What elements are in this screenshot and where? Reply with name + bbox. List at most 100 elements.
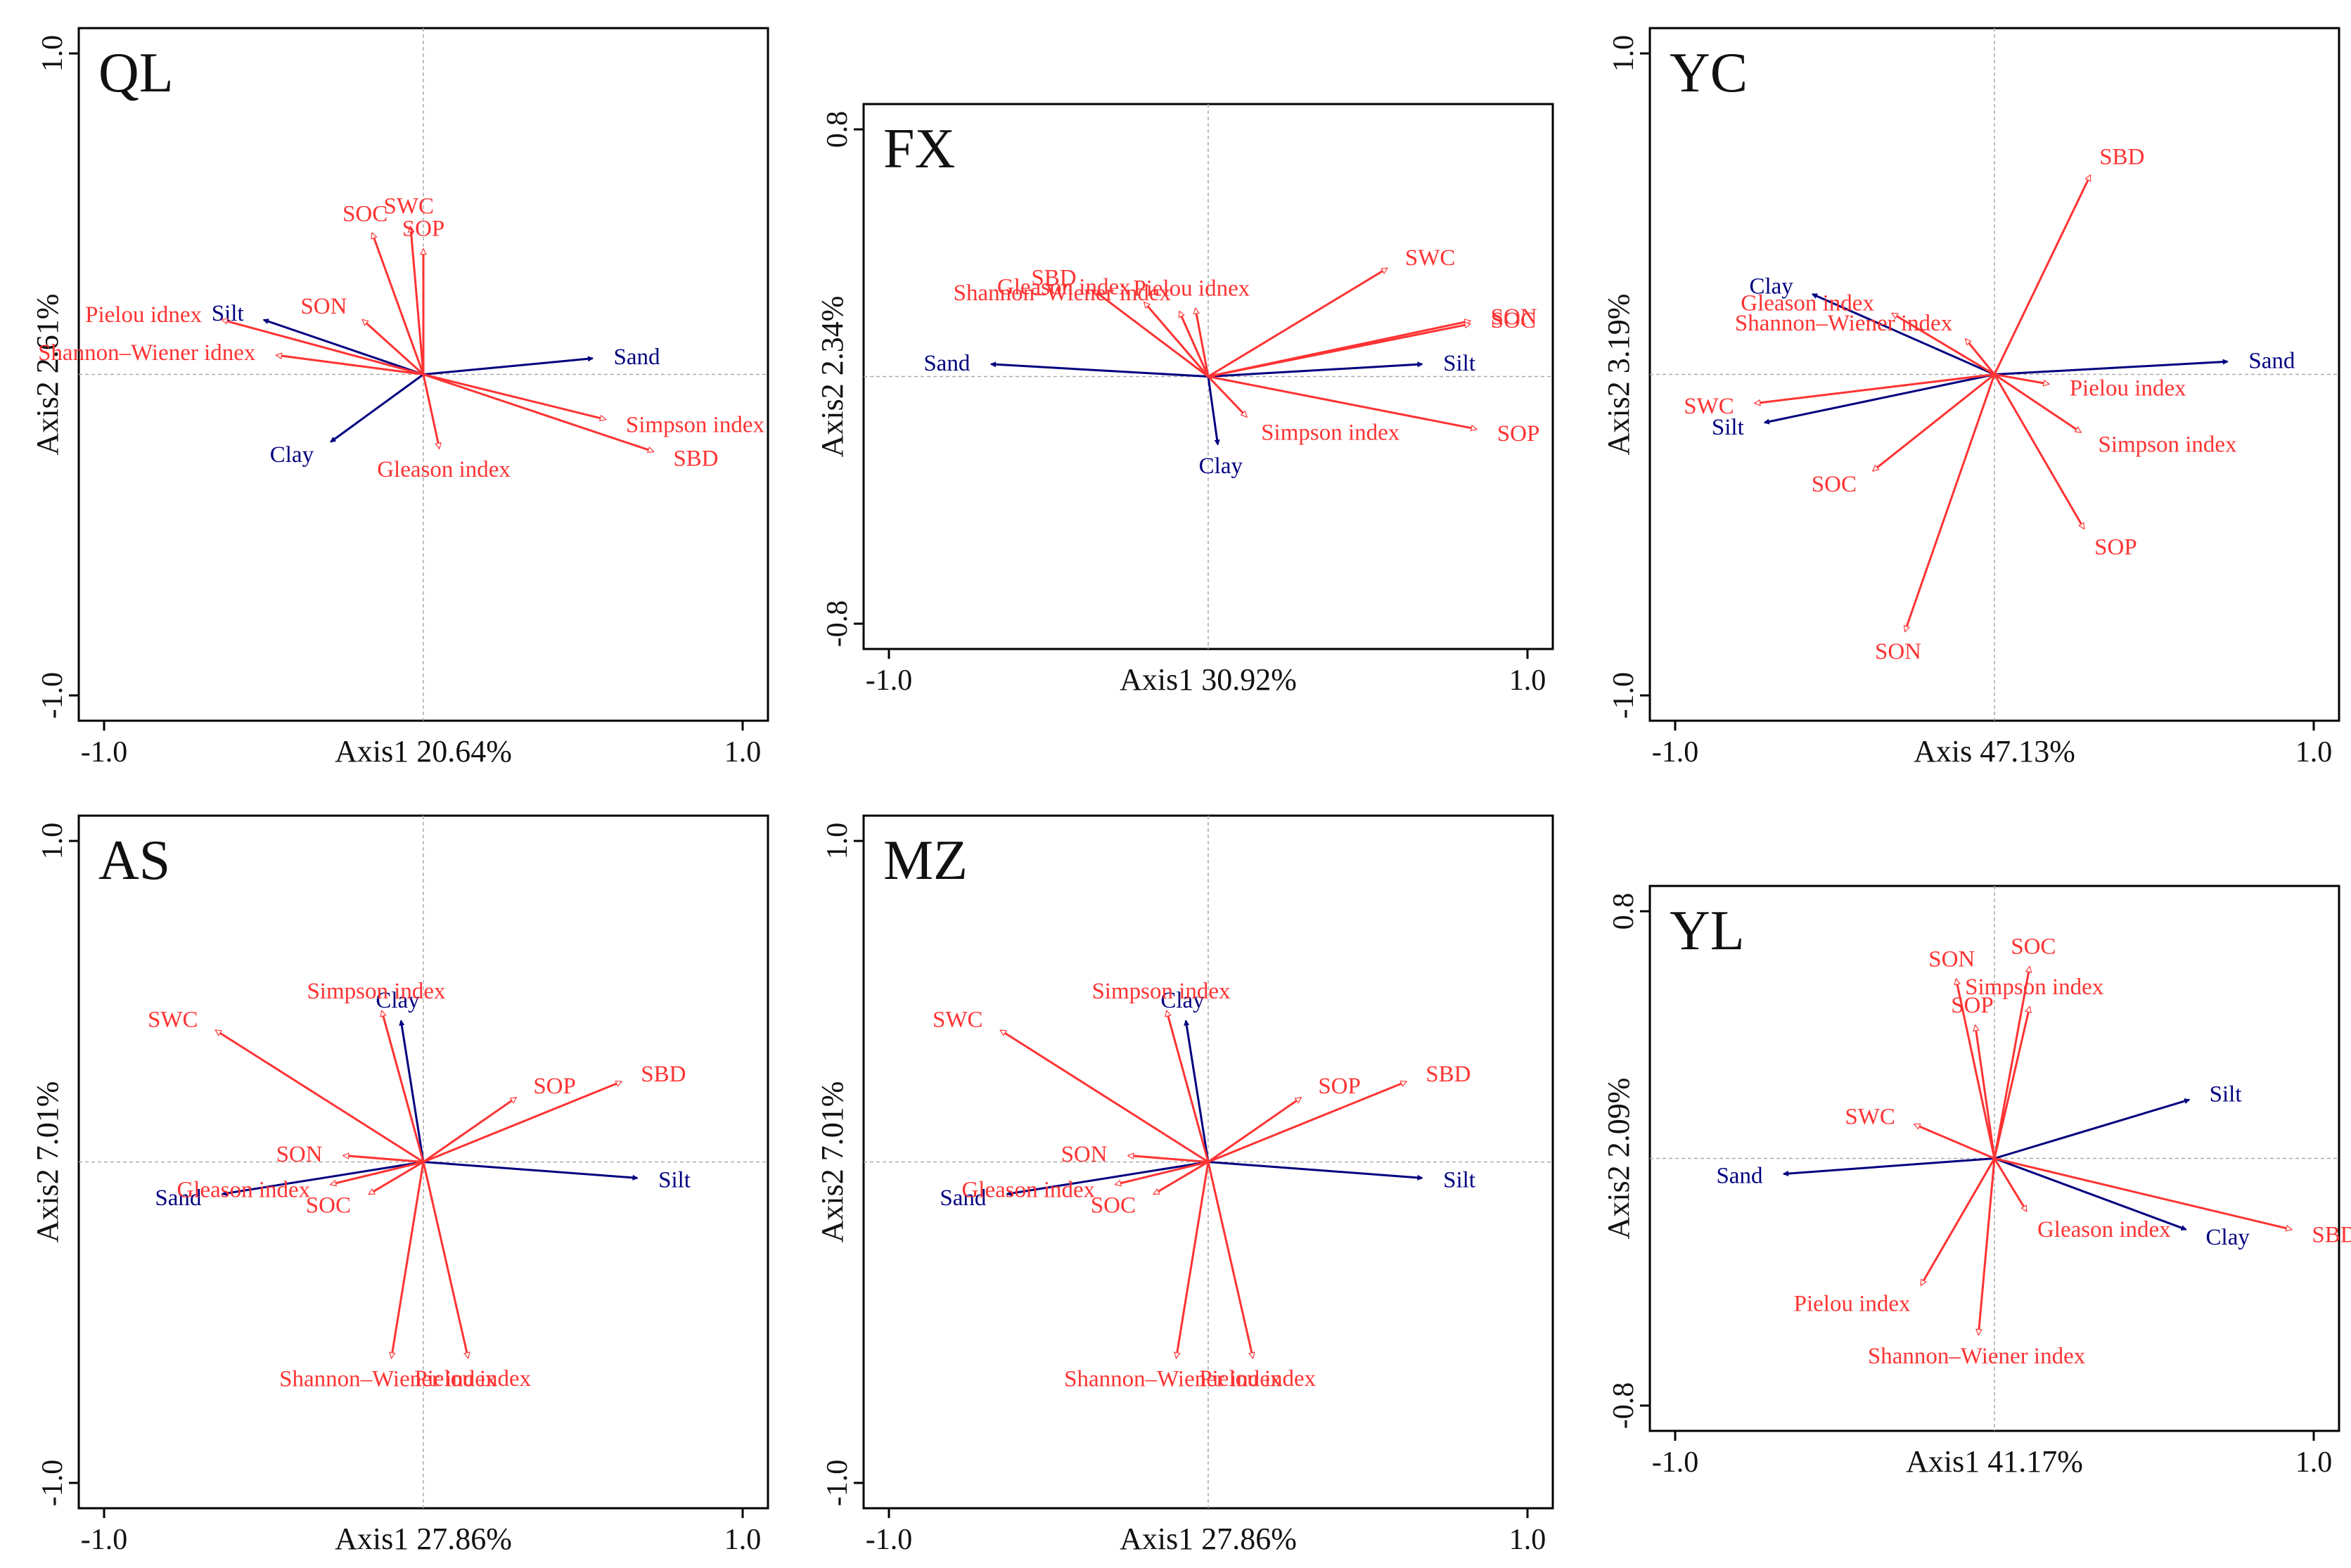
arrow-sop [1993, 373, 2085, 530]
y-tick-label: -0.8 [1608, 1382, 1640, 1429]
arrow-sbd [423, 1080, 623, 1163]
x-tick-label: -1.0 [1652, 736, 1699, 769]
arrow-sbd [1993, 174, 2091, 375]
x-axis-label: Axis1 41.17% [1906, 1444, 2083, 1479]
arrow-label-son: SON [1491, 304, 1537, 330]
arrow-sand [989, 361, 1209, 378]
panel-title: QL [98, 42, 174, 104]
arrow-soc [1871, 373, 1995, 472]
arrow-label-sbd: SBD [641, 1062, 686, 1087]
arrow-sbd [423, 373, 655, 454]
arrow-label-swc: SWC [148, 1007, 198, 1032]
x-tick-label: -1.0 [81, 736, 128, 769]
arrow-label-silt: Silt [212, 301, 244, 326]
x-tick-label: 1.0 [2295, 736, 2333, 769]
arrow-label-shannon-wiener-index: Shannon–Wiener index [1868, 1344, 2086, 1369]
arrow-label-sbd: SBD [1031, 265, 1076, 290]
panel-title: FX [883, 118, 955, 180]
arrow-gleason-index [422, 374, 442, 450]
y-tick-label: -1.0 [37, 672, 69, 719]
arrow-silt [1763, 373, 1995, 425]
panel-fx: -1.0 1.0 0.8 -0.8 Axis1 30.92% Axis2 2.34% FX S… [815, 103, 1554, 697]
arrow-label-gleason-index: Gleason index [2037, 1217, 2171, 1242]
arrow-label-sand: Sand [2248, 349, 2295, 374]
arrow-label-sop: SOP [2094, 535, 2137, 560]
x-tick-label: 1.0 [724, 1524, 762, 1556]
arrow-label-sbd: SBD [1426, 1062, 1471, 1087]
y-tick-label: 1.0 [37, 35, 69, 72]
x-axis-label: Axis1 27.86% [335, 1522, 512, 1556]
arrow-label-shannon-wiener-index: Shannon–Wiener index [1735, 311, 1953, 336]
arrow-label-soc: SOC [1812, 472, 1857, 497]
arrow-label-silt: Silt [1443, 1168, 1475, 1193]
y-tick-label: -1.0 [37, 1460, 69, 1507]
arrow-pielou-idnex [220, 318, 424, 375]
arrow-label-shannon-wiener-idnex: Shannon–Wiener idnex [38, 340, 256, 366]
arrow-label-simpson-index: Simpson index [307, 979, 446, 1004]
arrow-sop [1973, 1024, 1996, 1159]
arrow-clay [330, 373, 424, 443]
arrow-label-gleason-index: Gleason index [997, 274, 1131, 300]
arrow-label-soc: SOC [306, 1193, 351, 1218]
x-axis-label: Axis1 30.92% [1120, 662, 1297, 697]
arrow-pielou-index [1920, 1157, 1996, 1287]
y-tick-label: -1.0 [821, 1460, 854, 1507]
arrow-label-pielou-index: Pielou index [414, 1366, 531, 1392]
arrow-gleason-index [1114, 1161, 1209, 1187]
arrow-label-silt: Silt [1443, 351, 1475, 376]
y-axis-label: Axis2 2.09% [1601, 1078, 1636, 1240]
x-tick-label: -1.0 [866, 664, 913, 697]
x-axis-label: Axis 47.13% [1914, 734, 2075, 769]
arrow-gleason-index [329, 1161, 424, 1187]
arrow-label-clay: Clay [2206, 1225, 2250, 1250]
arrow-swc [1913, 1123, 1995, 1159]
arrow-shannon-wiener-idnex [275, 352, 424, 375]
arrow-label-sand: Sand [923, 351, 970, 376]
arrow-son [342, 1152, 424, 1163]
arrow-son [1954, 977, 1996, 1159]
panel-as: -1.0 1.0 1.0 -1.0 Axis1 27.86% Axis2 7.01% AS C… [30, 814, 769, 1556]
arrow-label-son: SON [1928, 946, 1975, 972]
arrow-clay [1207, 376, 1220, 446]
arrow-label-shannon-wiener-index: Shannon–Wiener index [954, 281, 1172, 306]
x-axis-label: Axis1 27.86% [1120, 1522, 1297, 1556]
arrow-sop [1207, 375, 1478, 432]
x-tick-label: -1.0 [81, 1524, 128, 1556]
arrow-label-gleason-index: Gleason index [177, 1178, 310, 1203]
arrow-label-swc: SWC [933, 1007, 983, 1032]
arrow-label-pielou-index: Pielou index [1199, 1366, 1316, 1392]
arrow-silt [423, 1161, 639, 1181]
arrow-shannon-wiener-index [1964, 338, 1996, 375]
arrow-label-sbd: SBD [2099, 144, 2144, 169]
arrow-son [361, 319, 425, 375]
arrow-label-swc: SWC [1405, 245, 1456, 271]
arrow-silt [1207, 361, 1423, 378]
arrow-label-sand: Sand [1716, 1164, 1763, 1189]
arrow-simpson-index [380, 1009, 425, 1162]
arrow-label-simpson-index: Simpson index [626, 413, 765, 438]
arrow-label-simpson-index: Simpson index [1091, 979, 1231, 1004]
y-tick-label: 1.0 [821, 823, 854, 860]
arrow-silt [1994, 1098, 2191, 1159]
x-tick-label: 1.0 [1509, 1524, 1546, 1556]
arrow-label-sop: SOP [402, 216, 445, 241]
arrow-clay [1184, 1020, 1210, 1162]
arrow-gleason-index [1993, 1157, 2028, 1212]
arrow-soc [1153, 1161, 1209, 1195]
arrow-label-soc: SOC [342, 201, 387, 226]
arrow-label-pielou-index: Pielou index [2070, 375, 2186, 401]
arrow-label-sbd: SBD [2312, 1223, 2351, 1248]
y-tick-label: 1.0 [37, 823, 69, 860]
arrow-simpson-index [1993, 1005, 2032, 1159]
arrow-simpson-index [1165, 1009, 1210, 1162]
y-tick-label: 0.8 [821, 111, 854, 148]
arrow-pielou-index [1207, 1162, 1255, 1359]
arrow-swc [1753, 373, 1995, 406]
arrow-label-clay: Clay [1749, 274, 1793, 299]
arrow-label-clay: Clay [1199, 454, 1243, 479]
arrow-simpson-index [423, 373, 607, 422]
arrow-simpson-index [1994, 373, 2082, 433]
arrow-sand [1782, 1157, 1995, 1177]
arrow-label-sop: SOP [1951, 993, 1994, 1018]
